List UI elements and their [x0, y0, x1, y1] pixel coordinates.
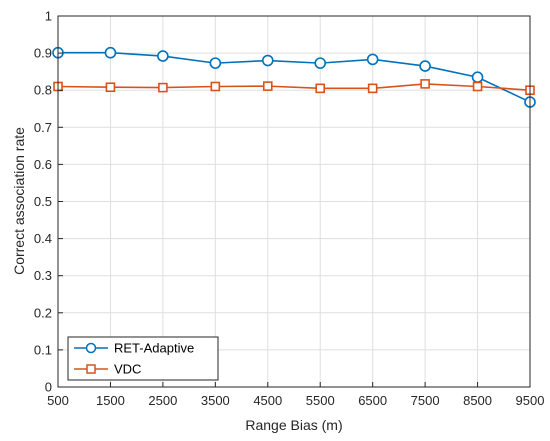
data-point-vdc — [367, 83, 378, 94]
legend-label-vdc: VDC — [114, 362, 141, 377]
axis-ticks: 500 1500 2500 3500 4500 5500 6500 7500 8500 9500 0… — [34, 9, 545, 409]
x-tick-label: 1500 — [96, 393, 125, 408]
y-tick-label: 0.3 — [34, 268, 52, 283]
legend-marker-ret-adaptive — [85, 342, 97, 354]
y-tick-label: 0.1 — [34, 342, 52, 357]
x-tick-label: 4500 — [253, 393, 282, 408]
x-tick-label: 5500 — [306, 393, 335, 408]
data-point-vdc — [158, 82, 168, 93]
data-point-ret-adaptive — [261, 54, 274, 67]
y-tick-label: 0 — [45, 380, 52, 395]
y-axis-title: Correct association rate — [11, 127, 27, 275]
y-tick-label: 0.4 — [34, 231, 52, 246]
data-point-ret-adaptive — [209, 57, 222, 69]
data-point-vdc — [472, 81, 483, 92]
x-tick-label: 8500 — [463, 393, 492, 408]
legend-label-ret-adaptive: RET-Adaptive — [114, 341, 194, 356]
x-tick-label: 2500 — [148, 393, 177, 408]
data-point-ret-adaptive — [366, 53, 379, 66]
x-tick-label: 6500 — [358, 393, 387, 408]
series-layer — [52, 46, 536, 108]
x-axis-title: Range Bias (m) — [245, 417, 342, 433]
y-tick-label: 1 — [45, 9, 52, 24]
y-tick-label: 0.7 — [34, 120, 52, 135]
y-tick-label: 0.9 — [34, 46, 52, 61]
data-point-vdc — [262, 81, 273, 91]
data-point-ret-adaptive — [314, 57, 327, 69]
x-tick-label: 7500 — [411, 393, 440, 408]
y-tick-label: 0.2 — [34, 305, 52, 320]
data-point-ret-adaptive — [104, 46, 117, 59]
series-line-ret-adaptive — [58, 51, 531, 103]
data-point-vdc — [420, 79, 430, 89]
legend: RET-Adaptive VDC — [67, 336, 219, 381]
data-point-ret-adaptive — [157, 50, 169, 62]
data-point-ret-adaptive — [471, 71, 484, 84]
data-point-vdc — [210, 81, 221, 92]
data-point-ret-adaptive — [419, 60, 431, 72]
y-tick-label: 0.5 — [34, 194, 52, 209]
data-point-vdc — [105, 82, 116, 93]
y-tick-label: 0.8 — [34, 83, 52, 98]
x-tick-label: 3500 — [201, 393, 230, 408]
x-tick-label: 9500 — [516, 393, 545, 408]
y-tick-label: 0.6 — [34, 157, 52, 172]
series-line-vdc — [57, 83, 531, 91]
x-tick-label: 500 — [47, 393, 69, 408]
data-point-vdc — [315, 83, 326, 94]
legend-marker-vdc — [86, 364, 96, 374]
